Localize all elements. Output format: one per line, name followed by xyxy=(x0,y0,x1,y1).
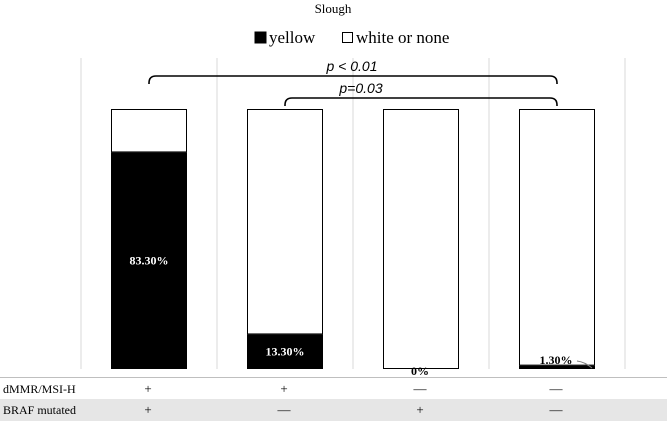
bar-white-or-none-3 xyxy=(519,109,595,366)
table-cell-1-0: + xyxy=(144,402,151,417)
table-cell-0-3: — xyxy=(549,381,564,396)
table-cell-1-1: — xyxy=(277,402,292,417)
bar-yellow-0 xyxy=(111,152,187,369)
gridlines xyxy=(80,58,626,369)
table-cell-1-2: + xyxy=(416,402,423,417)
bar-white-or-none-0 xyxy=(111,109,187,153)
significance-bracket-0 xyxy=(148,75,558,84)
table-cell-1-3: — xyxy=(549,402,564,417)
legend: yellow white or none xyxy=(254,28,449,47)
data-label-2: 0% xyxy=(411,364,429,378)
data-label-3: 1.30% xyxy=(540,353,573,367)
table-cell-0-1: + xyxy=(280,381,287,396)
significance-brackets: p < 0.01 p=0.03 xyxy=(148,58,558,106)
table-cell-0-2: — xyxy=(413,381,428,396)
bar-white-or-none-1 xyxy=(247,109,323,335)
legend-swatch-white-or-none xyxy=(342,32,353,43)
table-row-shade-1 xyxy=(0,399,667,421)
data-labels: 83.30% 13.30% 0% 1.30% xyxy=(130,254,593,378)
data-label-0: 83.30% xyxy=(130,254,169,268)
chart-title: Slough xyxy=(315,1,352,16)
bar-white-or-none-2 xyxy=(383,109,459,369)
legend-label-yellow: yellow xyxy=(269,28,316,47)
significance-label-0: p < 0.01 xyxy=(326,58,378,74)
table-row-label-0: dMMR/MSI-H xyxy=(3,382,76,396)
significance-label-1: p=0.03 xyxy=(338,80,382,96)
data-label-1: 13.30% xyxy=(266,345,305,359)
legend-label-white-or-none: white or none xyxy=(356,28,449,47)
bars xyxy=(111,109,595,369)
bar-yellow-3 xyxy=(519,365,595,369)
significance-bracket-1 xyxy=(284,97,558,106)
bar-yellow-1 xyxy=(247,334,323,369)
table-row-label-1: BRAF mutated xyxy=(3,403,76,417)
mutation-table: dMMR/MSI-H + + — — BRAF mutated + — + — xyxy=(0,377,667,421)
leader-line xyxy=(576,360,593,369)
legend-swatch-yellow xyxy=(254,31,267,44)
table-cell-0-0: + xyxy=(144,381,151,396)
